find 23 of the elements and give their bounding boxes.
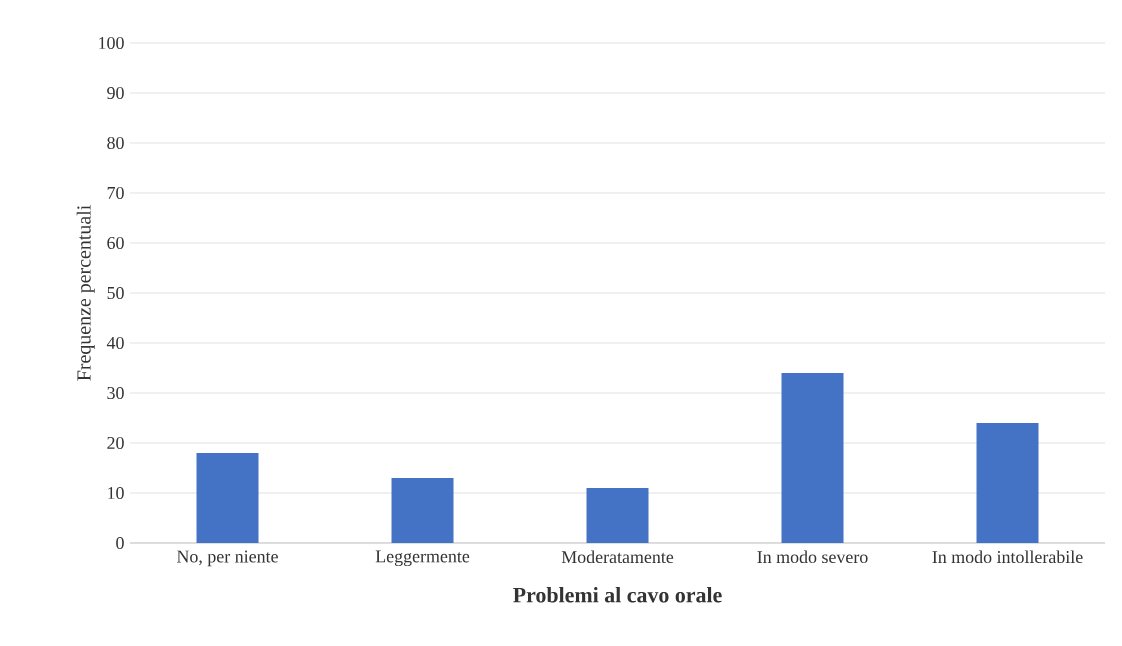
y-axis-title: Frequenze percentuali — [76, 205, 95, 381]
y-tick-label: 70 — [107, 186, 124, 200]
x-tick-label: No, per niente — [176, 550, 278, 567]
y-tick-label: 80 — [107, 136, 124, 150]
bar — [781, 372, 844, 543]
y-tick-label: 0 — [116, 536, 124, 550]
y-tick-label: 30 — [107, 386, 124, 400]
y-tick-label: 90 — [107, 86, 124, 100]
bar — [196, 452, 259, 543]
y-tick-label: 20 — [107, 436, 124, 450]
x-tick-label: Moderatamente — [561, 550, 674, 564]
x-tick-label: In modo severo — [757, 550, 868, 564]
y-tick-label: 40 — [106, 336, 124, 350]
bar — [391, 477, 454, 543]
y-tick-label: 10 — [108, 486, 124, 500]
x-tick-label: Leggermente — [375, 550, 470, 567]
x-tick-label: In modo intollerabile — [932, 550, 1083, 564]
y-tick-label: 60 — [107, 236, 124, 250]
x-axis-title: Problemi al cavo orale — [513, 587, 722, 603]
y-tick-label: 50 — [107, 286, 124, 300]
y-tick-label: 100 — [99, 36, 124, 50]
bar — [976, 422, 1039, 543]
bar — [586, 487, 649, 543]
